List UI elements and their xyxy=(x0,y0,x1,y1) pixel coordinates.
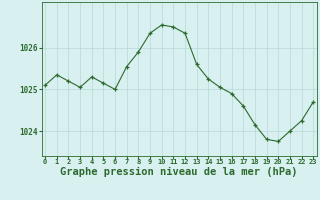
X-axis label: Graphe pression niveau de la mer (hPa): Graphe pression niveau de la mer (hPa) xyxy=(60,167,298,177)
